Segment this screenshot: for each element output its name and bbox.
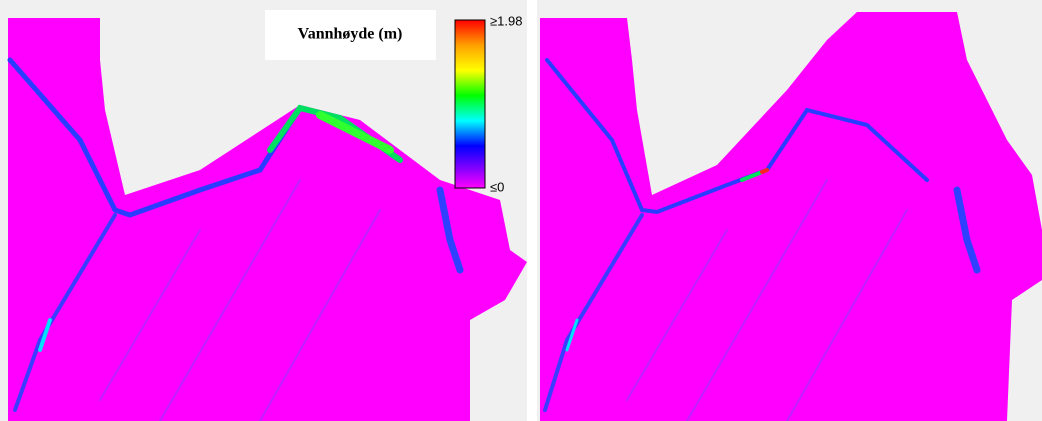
legend-title: Vannhøyde (m) xyxy=(298,26,403,43)
color-scale xyxy=(454,19,486,189)
right-map xyxy=(537,0,1042,421)
water-channels xyxy=(7,57,464,421)
water-channels xyxy=(543,58,981,421)
left-map: Vannhøyde (m) ≥1.98 ≤0 xyxy=(0,0,527,421)
legend-box xyxy=(265,10,436,60)
legend-max-label: ≥1.98 xyxy=(490,13,522,28)
legend-min-label: ≤0 xyxy=(490,179,504,194)
terrain xyxy=(8,18,527,421)
terrain xyxy=(540,12,1042,421)
